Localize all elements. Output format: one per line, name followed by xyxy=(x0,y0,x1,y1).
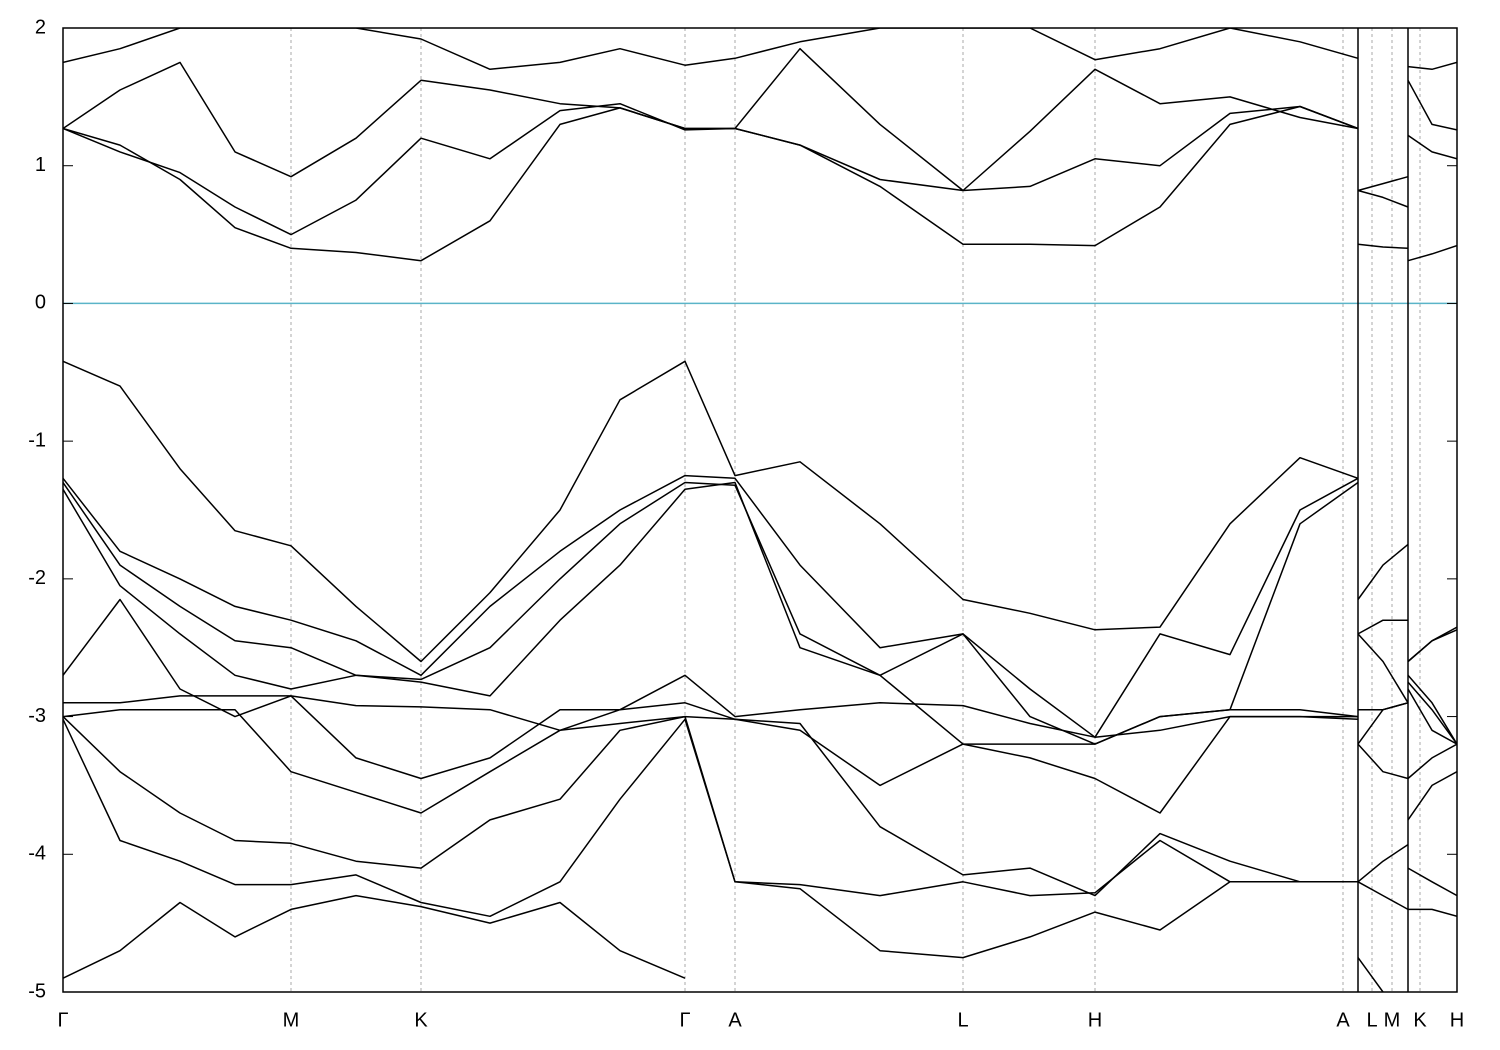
x-tick-label: A xyxy=(1336,1009,1350,1031)
y-tick-label: -4 xyxy=(28,843,46,865)
y-tick-label: -1 xyxy=(28,429,46,451)
band xyxy=(63,718,1457,992)
x-tick-label: Γ xyxy=(57,1009,68,1031)
x-tick-label: M xyxy=(1384,1009,1401,1031)
band xyxy=(63,894,686,979)
x-tick-label: M xyxy=(283,1009,300,1031)
x-tick-label: H xyxy=(1088,1009,1102,1031)
x-tick-label: K xyxy=(414,1009,428,1031)
band xyxy=(63,28,1457,71)
band xyxy=(63,47,1457,192)
y-tick-label: -2 xyxy=(28,567,46,589)
y-tick-label: 1 xyxy=(35,154,46,176)
plot-frame xyxy=(62,27,1458,993)
band xyxy=(63,102,1457,236)
x-tick-label: L xyxy=(957,1009,968,1031)
x-tick-label: Γ xyxy=(679,1009,690,1031)
x-tick-label: H xyxy=(1450,1009,1464,1031)
x-tick-label: L xyxy=(1366,1009,1377,1031)
y-tick-label: -3 xyxy=(28,705,46,727)
band xyxy=(63,474,1457,738)
y-tick-label: 2 xyxy=(35,16,46,38)
y-tick-label: 0 xyxy=(35,292,46,314)
y-tick-label: -5 xyxy=(28,980,46,1002)
bands xyxy=(63,28,1457,992)
band xyxy=(63,715,1457,911)
band xyxy=(63,598,1457,745)
x-tick-label: K xyxy=(1413,1009,1427,1031)
band xyxy=(63,695,1457,814)
x-tick-label: A xyxy=(728,1009,742,1031)
